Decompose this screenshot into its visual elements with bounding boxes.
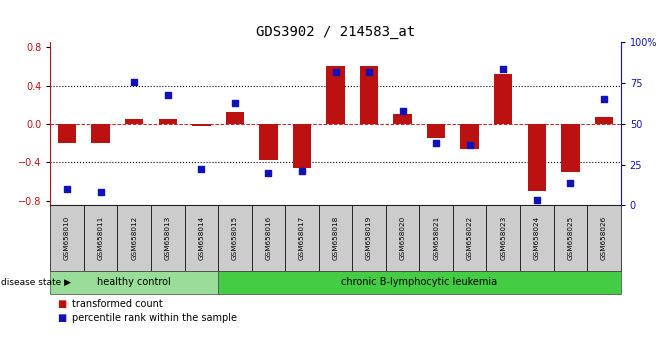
Point xyxy=(129,79,140,84)
Bar xyxy=(192,124,211,126)
Text: GSM658022: GSM658022 xyxy=(467,216,472,260)
Bar xyxy=(360,67,378,124)
Text: disease state ▶: disease state ▶ xyxy=(1,278,71,287)
Point xyxy=(95,189,106,195)
Point xyxy=(565,180,576,185)
Bar xyxy=(259,124,278,160)
Text: GSM658011: GSM658011 xyxy=(98,216,103,260)
Bar xyxy=(91,124,110,143)
Point xyxy=(162,92,173,97)
Text: GDS3902 / 214583_at: GDS3902 / 214583_at xyxy=(256,25,415,39)
Bar xyxy=(561,124,580,172)
Text: GSM658025: GSM658025 xyxy=(568,216,573,260)
Point xyxy=(397,108,408,114)
Text: GSM658016: GSM658016 xyxy=(266,216,271,260)
Text: chronic B-lymphocytic leukemia: chronic B-lymphocytic leukemia xyxy=(342,277,497,287)
Text: percentile rank within the sample: percentile rank within the sample xyxy=(72,313,237,322)
Bar xyxy=(595,117,613,124)
Text: GSM658014: GSM658014 xyxy=(199,216,204,260)
Text: GSM658026: GSM658026 xyxy=(601,216,607,260)
Text: GSM658018: GSM658018 xyxy=(333,216,338,260)
Text: healthy control: healthy control xyxy=(97,277,171,287)
Bar xyxy=(494,74,513,124)
Text: GSM658010: GSM658010 xyxy=(64,216,70,260)
Text: GSM658019: GSM658019 xyxy=(366,216,372,260)
Point xyxy=(263,170,274,176)
Text: transformed count: transformed count xyxy=(72,299,162,309)
Text: GSM658012: GSM658012 xyxy=(132,216,137,260)
Point xyxy=(498,66,509,72)
Point xyxy=(229,100,240,105)
Point xyxy=(464,142,475,148)
Point xyxy=(196,167,207,172)
Bar xyxy=(527,124,546,191)
Bar xyxy=(427,124,446,138)
Text: GSM658017: GSM658017 xyxy=(299,216,305,260)
Text: GSM658015: GSM658015 xyxy=(232,216,238,260)
Text: GSM658024: GSM658024 xyxy=(534,216,539,260)
Bar xyxy=(393,114,412,124)
Bar xyxy=(326,67,345,124)
Bar xyxy=(225,113,244,124)
Point xyxy=(431,141,442,146)
Text: GSM658013: GSM658013 xyxy=(165,216,170,260)
Bar xyxy=(58,124,76,143)
Point xyxy=(531,198,542,203)
Point xyxy=(330,69,341,75)
Bar xyxy=(293,124,311,168)
Point xyxy=(364,69,374,75)
Text: GSM658023: GSM658023 xyxy=(501,216,506,260)
Bar xyxy=(125,119,144,124)
Point xyxy=(62,186,72,192)
Bar xyxy=(460,124,479,149)
Point xyxy=(599,97,609,102)
Bar xyxy=(158,119,177,124)
Point xyxy=(297,168,307,174)
Text: ■: ■ xyxy=(57,313,66,322)
Text: GSM658021: GSM658021 xyxy=(433,216,439,260)
Text: ■: ■ xyxy=(57,299,66,309)
Text: GSM658020: GSM658020 xyxy=(400,216,405,260)
